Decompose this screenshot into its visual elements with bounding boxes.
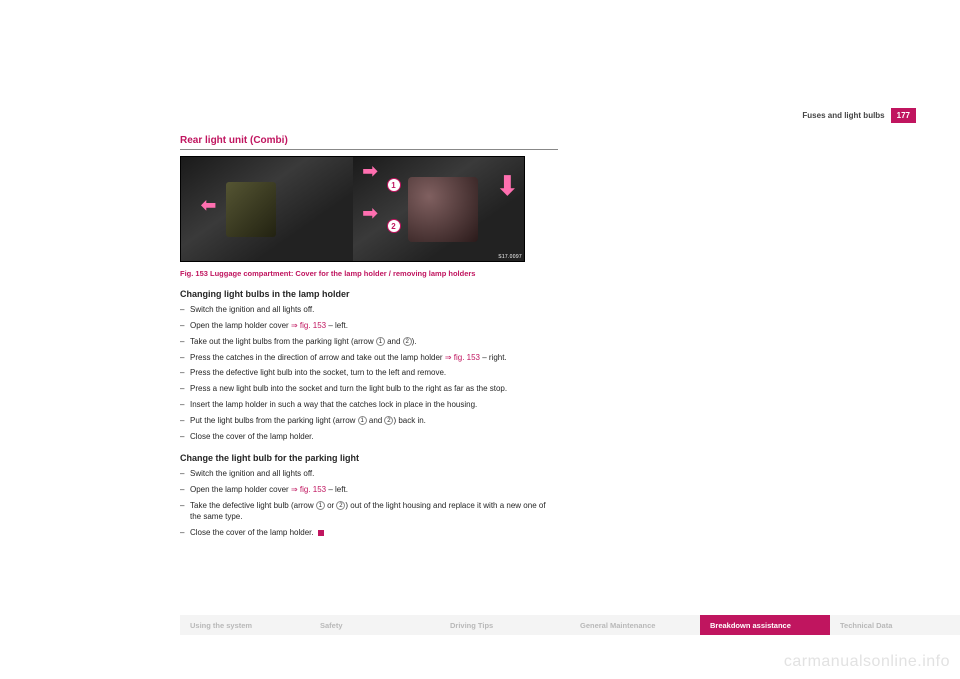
callout-inline: 2 <box>336 501 345 510</box>
step-item: Press the catches in the direction of ar… <box>180 353 558 364</box>
step-item: Close the cover of the lamp holder. <box>180 528 558 539</box>
steps-list-2: Switch the ignition and all lights off. O… <box>180 469 558 538</box>
step-item: Close the cover of the lamp holder. <box>180 432 558 443</box>
footer-tab[interactable]: Safety <box>310 615 440 635</box>
arrow-icon: ⬋ <box>488 166 525 203</box>
step-item: Open the lamp holder cover ⇒ fig. 153 – … <box>180 321 558 332</box>
step-item: Press a new light bulb into the socket a… <box>180 384 558 395</box>
header-page-number: 177 <box>891 108 916 123</box>
panel-shape <box>226 182 276 237</box>
callout-circle-2: 2 <box>387 219 401 233</box>
figure-reference: ⇒ fig. 153 <box>445 353 480 362</box>
step-item: Take out the light bulbs from the parkin… <box>180 337 558 348</box>
step-item: Open the lamp holder cover ⇒ fig. 153 – … <box>180 485 558 496</box>
step-item: Insert the lamp holder in such a way tha… <box>180 400 558 411</box>
step-item: Take the defective light bulb (arrow 1 o… <box>180 501 558 523</box>
figure-reference: ⇒ fig. 153 <box>291 321 326 330</box>
figure-caption: Fig. 153 Luggage compartment: Cover for … <box>180 269 475 278</box>
subheading-1: Changing light bulbs in the lamp holder <box>180 288 558 300</box>
footer-tab[interactable]: Using the system <box>180 615 310 635</box>
section-title: Rear light unit (Combi) <box>180 135 558 150</box>
figure-image: ⬅ ➡ ➡ ⬋ 1 2 S17.0097 <box>180 156 525 262</box>
step-item: Press the defective light bulb into the … <box>180 368 558 379</box>
callout-inline: 1 <box>316 501 325 510</box>
step-item: Switch the ignition and all lights off. <box>180 469 558 480</box>
step-item: Switch the ignition and all lights off. <box>180 305 558 316</box>
content-body: Changing light bulbs in the lamp holder … <box>180 288 558 548</box>
footer-tab[interactable]: Driving Tips <box>440 615 570 635</box>
step-item: Put the light bulbs from the parking lig… <box>180 416 558 427</box>
steps-list-1: Switch the ignition and all lights off. O… <box>180 305 558 442</box>
footer-tab[interactable]: Technical Data <box>830 615 960 635</box>
subheading-2: Change the light bulb for the parking li… <box>180 452 558 464</box>
callout-circle-1: 1 <box>387 178 401 192</box>
callout-inline: 2 <box>403 337 412 346</box>
footer-tab[interactable]: General Maintenance <box>570 615 700 635</box>
arrow-icon: ⬅ <box>201 195 216 216</box>
callout-inline: 2 <box>384 416 393 425</box>
figure-code: S17.0097 <box>498 254 522 260</box>
page-header: Fuses and light bulbs 177 <box>802 108 916 122</box>
header-section-label: Fuses and light bulbs <box>802 111 890 120</box>
figure-reference: ⇒ fig. 153 <box>291 485 326 494</box>
holder-shape <box>408 177 478 242</box>
callout-inline: 1 <box>376 337 385 346</box>
footer-tabs: Using the systemSafetyDriving TipsGenera… <box>180 615 960 635</box>
arrow-icon: ➡ <box>363 203 378 224</box>
callout-inline: 1 <box>358 416 367 425</box>
end-marker-icon <box>318 530 324 536</box>
arrow-icon: ➡ <box>363 161 378 182</box>
footer-tab[interactable]: Breakdown assistance <box>700 615 830 635</box>
